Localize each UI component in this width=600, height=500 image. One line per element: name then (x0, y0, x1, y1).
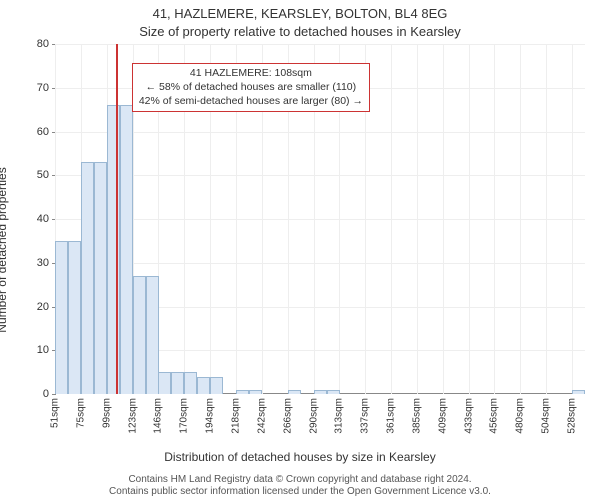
grid-line-v (417, 44, 418, 394)
histogram-bar (94, 162, 107, 394)
annotation-line-1: 41 HAZLEMERE: 108sqm (139, 67, 363, 81)
x-tick: 194sqm (204, 394, 215, 434)
histogram-bar (171, 372, 184, 394)
grid-line-v (520, 44, 521, 394)
x-tick: 242sqm (257, 394, 268, 434)
y-tick: 40 (37, 213, 55, 225)
footer-note: Contains HM Land Registry data © Crown c… (0, 474, 600, 498)
x-tick: 290sqm (309, 394, 320, 434)
grid-line-v (469, 44, 470, 394)
x-axis-label: Distribution of detached houses by size … (0, 450, 600, 464)
x-tick: 218sqm (231, 394, 242, 434)
grid-line-v (391, 44, 392, 394)
x-tick: 504sqm (540, 394, 551, 434)
histogram-bar (55, 241, 68, 394)
y-axis-label: Number of detached properties (0, 85, 9, 250)
histogram-bar (120, 105, 133, 394)
y-tick: 50 (37, 169, 55, 181)
x-tick: 337sqm (359, 394, 370, 434)
grid-line-v (546, 44, 547, 394)
x-tick: 433sqm (464, 394, 475, 434)
y-tick: 20 (37, 301, 55, 313)
y-tick: 60 (37, 126, 55, 138)
marker-line (116, 44, 118, 394)
x-tick: 99sqm (102, 394, 113, 428)
grid-line-v (494, 44, 495, 394)
grid-line-v (443, 44, 444, 394)
chart-title-sub: Size of property relative to detached ho… (0, 24, 600, 39)
y-tick: 10 (37, 344, 55, 356)
x-tick: 123sqm (128, 394, 139, 434)
x-tick: 146sqm (152, 394, 163, 434)
chart-container: 41, HAZLEMERE, KEARSLEY, BOLTON, BL4 8EG… (0, 0, 600, 500)
grid-line-h (55, 175, 585, 176)
grid-line-h (55, 44, 585, 45)
footer-line-1: Contains HM Land Registry data © Crown c… (0, 474, 600, 486)
annotation-line-3: 42% of semi-detached houses are larger (… (139, 95, 363, 109)
histogram-bar (197, 377, 210, 395)
histogram-bar (210, 377, 223, 395)
histogram-bar (236, 390, 249, 394)
y-tick: 80 (37, 38, 55, 50)
histogram-bar (327, 390, 340, 394)
x-tick: 480sqm (514, 394, 525, 434)
grid-line-h (55, 132, 585, 133)
x-tick: 170sqm (178, 394, 189, 434)
histogram-bar (158, 372, 171, 394)
x-tick: 409sqm (438, 394, 449, 434)
histogram-bar (81, 162, 94, 394)
histogram-bar (107, 105, 120, 394)
x-tick: 385sqm (412, 394, 423, 434)
plot-area: 0102030405060708051sqm75sqm99sqm123sqm14… (55, 44, 585, 394)
y-tick: 30 (37, 257, 55, 269)
histogram-bar (68, 241, 81, 394)
histogram-bar (288, 390, 301, 394)
annotation-line-2: ← 58% of detached houses are smaller (11… (139, 81, 363, 95)
x-tick: 528sqm (566, 394, 577, 434)
grid-line-v (572, 44, 573, 394)
grid-line-h (55, 263, 585, 264)
x-tick: 361sqm (385, 394, 396, 434)
chart-title-main: 41, HAZLEMERE, KEARSLEY, BOLTON, BL4 8EG (0, 6, 600, 21)
x-tick: 51sqm (50, 394, 61, 428)
histogram-bar (184, 372, 197, 394)
histogram-bar (572, 390, 585, 394)
footer-line-2: Contains public sector information licen… (0, 486, 600, 498)
x-tick: 266sqm (283, 394, 294, 434)
x-tick: 456sqm (488, 394, 499, 434)
histogram-bar (314, 390, 327, 394)
x-tick: 313sqm (333, 394, 344, 434)
grid-line-h (55, 219, 585, 220)
x-tick: 75sqm (76, 394, 87, 428)
y-tick: 70 (37, 82, 55, 94)
annotation-box: 41 HAZLEMERE: 108sqm← 58% of detached ho… (132, 63, 370, 112)
histogram-bar (133, 276, 146, 394)
histogram-bar (249, 390, 262, 394)
